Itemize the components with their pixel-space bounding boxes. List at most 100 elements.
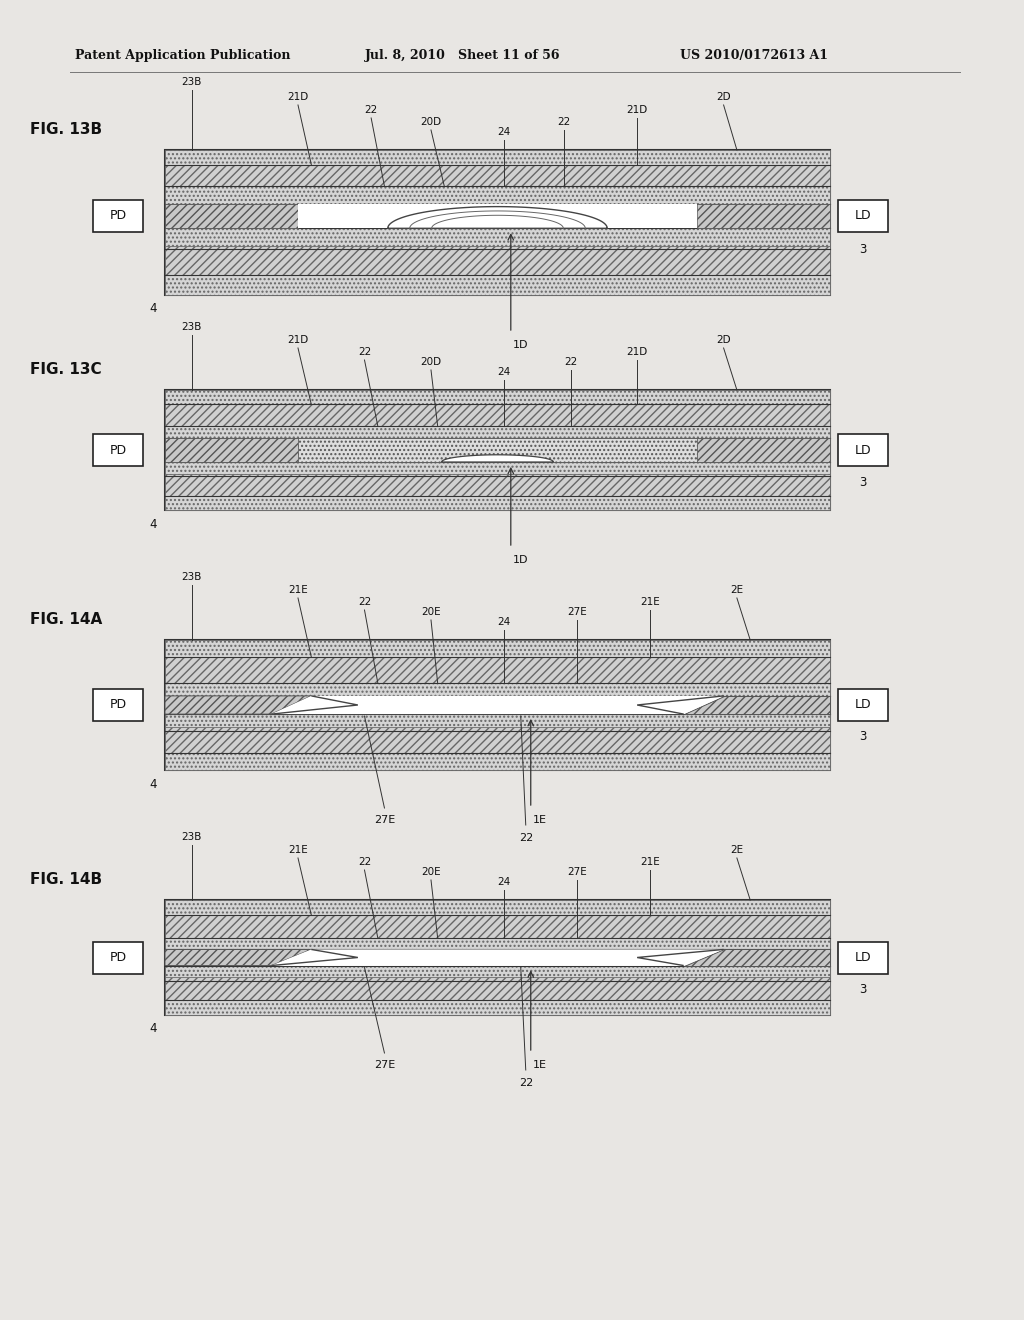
Text: 4: 4 [150, 517, 157, 531]
Text: 1E: 1E [532, 814, 547, 825]
Bar [93, 434, 143, 466]
Polygon shape [684, 949, 830, 965]
Text: LD: LD [855, 950, 871, 964]
Bar [838, 434, 888, 466]
Text: 3: 3 [859, 475, 866, 488]
Bar [697, 438, 830, 462]
Text: Jul. 8, 2010   Sheet 11 of 56: Jul. 8, 2010 Sheet 11 of 56 [365, 49, 560, 62]
Bar [697, 203, 830, 228]
Text: 2D: 2D [716, 335, 731, 345]
Text: 24: 24 [498, 367, 511, 378]
Text: 27E: 27E [374, 1060, 395, 1071]
Bar [165, 900, 830, 1015]
Text: PD: PD [110, 210, 127, 223]
Text: 24: 24 [498, 127, 511, 137]
Text: 23B: 23B [181, 572, 202, 582]
Text: 21D: 21D [627, 106, 648, 115]
Text: 22: 22 [518, 1078, 532, 1088]
Bar [165, 977, 830, 1001]
Bar [165, 915, 830, 939]
Text: 23B: 23B [181, 322, 202, 333]
Bar [165, 682, 830, 696]
Text: 24: 24 [498, 876, 511, 887]
Bar [165, 657, 830, 682]
Bar [165, 640, 830, 770]
Text: Patent Application Publication: Patent Application Publication [75, 49, 291, 62]
Bar [165, 754, 830, 770]
Bar [165, 203, 298, 228]
Bar [165, 228, 830, 246]
Text: 1E: 1E [532, 1060, 547, 1071]
Bar [165, 965, 830, 977]
Text: 21E: 21E [288, 845, 308, 855]
Text: PD: PD [110, 444, 127, 457]
Text: LD: LD [855, 698, 871, 711]
Bar [165, 939, 830, 949]
Text: 4: 4 [150, 302, 157, 315]
Text: FIG. 13B: FIG. 13B [30, 123, 102, 137]
Text: 22: 22 [557, 117, 570, 127]
Bar [165, 462, 830, 474]
Bar [165, 150, 830, 294]
Bar [165, 389, 830, 404]
Text: 23B: 23B [181, 832, 202, 842]
Bar [165, 404, 830, 426]
Text: 27E: 27E [567, 867, 587, 876]
Text: PD: PD [110, 698, 127, 711]
Text: LD: LD [855, 444, 871, 457]
Text: 21D: 21D [627, 347, 648, 356]
Bar [165, 389, 830, 510]
Text: 2E: 2E [730, 845, 743, 855]
Text: 22: 22 [357, 857, 371, 867]
Text: 2E: 2E [730, 585, 743, 595]
Bar [165, 246, 830, 275]
Text: PD: PD [110, 950, 127, 964]
Polygon shape [441, 455, 553, 462]
Bar [165, 426, 830, 438]
Text: 4: 4 [150, 777, 157, 791]
Bar [838, 199, 888, 232]
Text: 27E: 27E [567, 607, 587, 616]
Bar [838, 689, 888, 721]
Text: 21D: 21D [288, 335, 308, 345]
Bar [93, 941, 143, 974]
Polygon shape [684, 696, 830, 714]
Bar [165, 275, 830, 294]
Text: 21E: 21E [641, 857, 660, 867]
Text: 22: 22 [518, 833, 532, 843]
Text: 21E: 21E [641, 597, 660, 607]
Text: US 2010/0172613 A1: US 2010/0172613 A1 [680, 49, 828, 62]
Text: 4: 4 [150, 1023, 157, 1035]
Bar [165, 640, 830, 657]
Text: 3: 3 [859, 983, 866, 997]
Polygon shape [271, 949, 724, 965]
Polygon shape [388, 207, 607, 228]
Text: 22: 22 [357, 347, 371, 356]
Bar [298, 438, 697, 462]
Text: 20E: 20E [421, 607, 440, 616]
Text: 27E: 27E [374, 814, 395, 825]
Text: LD: LD [855, 210, 871, 223]
Text: 1D: 1D [513, 341, 528, 350]
Text: 20D: 20D [421, 117, 441, 127]
Bar [165, 150, 830, 165]
Bar [165, 474, 830, 495]
Bar [165, 727, 830, 754]
Text: 2D: 2D [716, 92, 731, 102]
Text: FIG. 13C: FIG. 13C [30, 363, 101, 378]
Bar [93, 199, 143, 232]
Text: FIG. 14B: FIG. 14B [30, 873, 102, 887]
Text: 22: 22 [365, 106, 378, 115]
Polygon shape [271, 696, 724, 714]
Text: 20E: 20E [421, 867, 440, 876]
Bar [165, 186, 830, 203]
Bar [838, 941, 888, 974]
Text: 24: 24 [498, 616, 511, 627]
Bar [165, 1001, 830, 1015]
Text: FIG. 14A: FIG. 14A [30, 612, 102, 627]
Text: 21E: 21E [288, 585, 308, 595]
Bar [298, 203, 697, 228]
Bar [165, 438, 298, 462]
Text: 20D: 20D [421, 356, 441, 367]
Polygon shape [165, 949, 311, 965]
